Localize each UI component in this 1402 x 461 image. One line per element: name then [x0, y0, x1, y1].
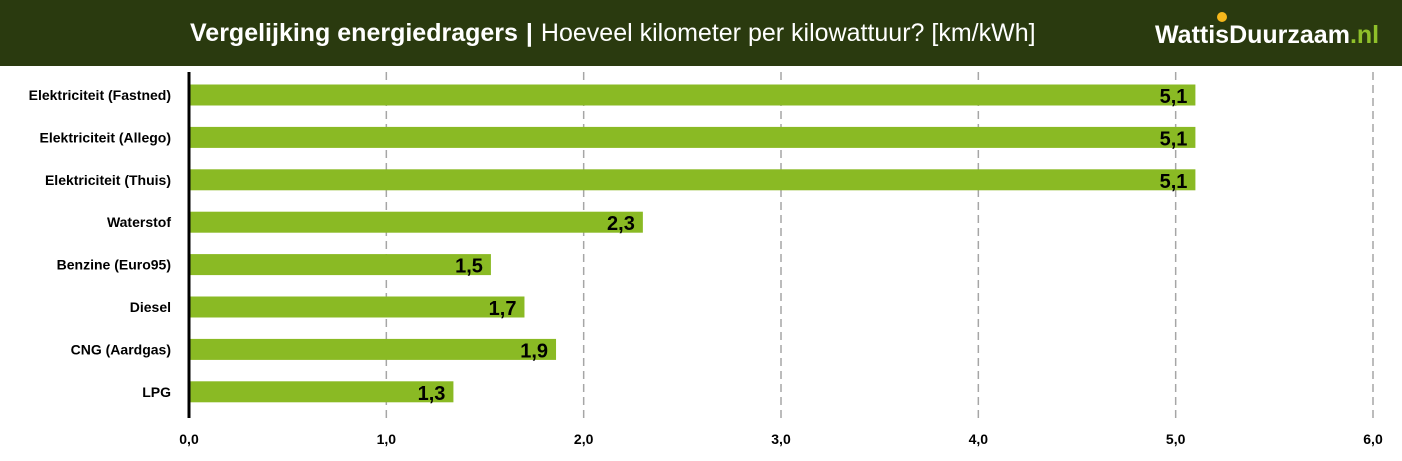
bar — [189, 296, 525, 318]
category-label: Benzine (Euro95) — [57, 257, 171, 273]
data-label: 1,3 — [418, 383, 446, 405]
bar — [189, 211, 643, 233]
bar-chart-svg: Elektriciteit (Fastned) 5,1 Elektriciteit … — [29, 72, 1383, 447]
sun-icon — [1217, 12, 1227, 22]
data-label: 5,1 — [1160, 128, 1188, 150]
bar — [189, 254, 491, 276]
bar-chart: Elektriciteit (Fastned) 5,1 Elektriciteit … — [0, 66, 1402, 456]
data-label: 1,9 — [520, 340, 548, 362]
bar — [189, 381, 454, 403]
bar — [189, 338, 557, 360]
category-label: Elektriciteit (Allego) — [40, 129, 171, 145]
x-tick-label: 0,0 — [179, 431, 199, 447]
x-tick-label: 6,0 — [1363, 431, 1383, 447]
title-bold: Vergelijking energiedragers — [190, 19, 518, 47]
x-tick-label: 2,0 — [574, 431, 594, 447]
chart-title: Vergelijking energiedragers | Hoeveel kilo… — [190, 0, 1036, 66]
x-tick-label: 4,0 — [969, 431, 989, 447]
x-tick-label: 5,0 — [1166, 431, 1186, 447]
data-label: 1,5 — [455, 256, 483, 278]
x-tick-label: 1,0 — [377, 431, 397, 447]
category-label: Elektriciteit (Thuis) — [45, 172, 171, 188]
bar — [189, 169, 1196, 191]
data-label: 5,1 — [1160, 171, 1188, 193]
data-label: 1,7 — [489, 298, 517, 320]
category-label: Diesel — [130, 299, 171, 315]
header-bar: Vergelijking energiedragers | Hoeveel kilo… — [0, 0, 1402, 66]
x-tick-label: 3,0 — [771, 431, 791, 447]
category-label: CNG (Aardgas) — [71, 341, 171, 357]
data-label: 2,3 — [607, 213, 635, 235]
title-separator: | — [525, 19, 533, 47]
brand-logo: WattisDuurzaam.nl — [1155, 0, 1379, 66]
logo-main-text: WattisDuurzaam — [1155, 21, 1350, 49]
bar — [189, 126, 1196, 148]
category-label: LPG — [142, 384, 171, 400]
category-label: Elektriciteit (Fastned) — [29, 87, 171, 103]
data-label: 5,1 — [1160, 86, 1188, 108]
logo-suffix-text: .nl — [1349, 21, 1380, 49]
title-subtitle: Hoeveel kilometer per kilowattuur? [km/k… — [540, 19, 1036, 47]
bar — [189, 84, 1196, 106]
category-label: Waterstof — [107, 214, 171, 230]
